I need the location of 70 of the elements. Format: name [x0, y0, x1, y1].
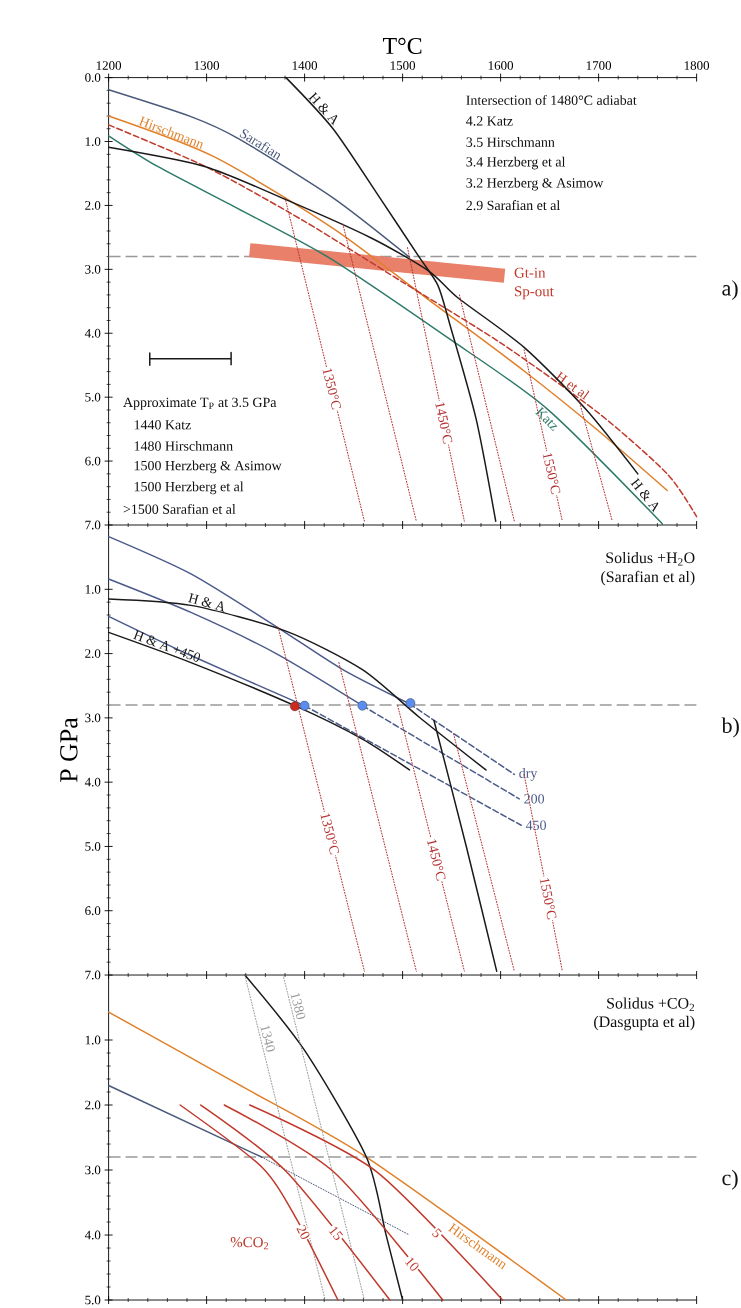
annotation: (Sarafian et al) [601, 570, 695, 586]
y-tick-label: 3.0 [85, 1165, 101, 1175]
annotation: 1500 Herzberg & Asimow [134, 460, 282, 474]
annotation: >1500 Sarafian et al [123, 503, 236, 514]
text: c) [722, 1169, 738, 1190]
y-tick-label: 5.0 [85, 392, 101, 402]
annotation: (Dasgupta et al) [594, 1015, 695, 1031]
x-tick-label: 1700 [586, 61, 612, 70]
y-tick-label: 4.0 [84, 328, 101, 338]
text: 1450°C [427, 839, 446, 881]
series-label: 450 [525, 820, 546, 830]
text: a) [722, 280, 738, 301]
annotation: %CO$_{2}$ [230, 1237, 269, 1250]
y-tick-label: 1.0 [85, 137, 101, 146]
y-tick-label: 6.0 [85, 906, 101, 916]
text: 1350°C [320, 813, 340, 855]
y-tick-label: 2.0 [85, 1100, 101, 1110]
y-tick-label: 0.0 [85, 73, 101, 83]
annotation: 1440 Katz [134, 420, 191, 430]
text: 5 [431, 1228, 442, 1238]
text: 15 [328, 1226, 344, 1240]
annotation: 2.9 Sarafian et al [466, 200, 560, 211]
text: 20 [296, 1224, 310, 1239]
annotation: Gt-in [514, 267, 546, 278]
annotation: Approximate T$_{P}$ at 3.5 GPa [123, 397, 277, 410]
y-tick-label: 6.0 [85, 456, 101, 466]
x-axis-title: T°C [382, 37, 422, 55]
text: 1450°C [435, 402, 453, 444]
text: H & A [187, 593, 225, 612]
x-tick-label: 1600 [488, 61, 514, 70]
y-tick-label: 1.0 [85, 1035, 101, 1045]
y-tick-label: 3.0 [85, 713, 101, 723]
y-tick-label: 2.0 [85, 649, 101, 658]
annotation: 4.2 Katz [466, 116, 513, 126]
annotation: 1480 Hirschmann [134, 440, 233, 451]
annotation: 3.5 Hirschmann [466, 137, 555, 147]
y-tick-label: 1.0 [85, 584, 101, 594]
text: H & A +450 [132, 629, 201, 662]
text: 1550°C [542, 452, 561, 495]
y-tick-label: 7.0 [85, 970, 101, 980]
text: 1350°C [322, 368, 341, 410]
text: H & A [630, 477, 659, 513]
series-label: 200 [524, 794, 545, 804]
text: 1340 [260, 1025, 276, 1052]
annotation: 3.2 Herzberg & Asimow [466, 177, 604, 191]
y-tick-label: 4.0 [84, 1230, 101, 1240]
x-tick-label: 1200 [96, 61, 122, 70]
x-tick-label: 1400 [292, 61, 318, 70]
y-tick-label: 5.0 [85, 1295, 101, 1305]
y-tick-label: 5.0 [85, 842, 101, 851]
text: 1550°C [539, 878, 557, 920]
annotation: Solidus +H$_{2}$O [606, 551, 695, 566]
x-tick-label: 1300 [194, 61, 220, 70]
y-tick-label: 4.0 [84, 777, 101, 787]
annotation: 1500 Herzberg et al [134, 481, 244, 495]
y-tick-label: 3.0 [85, 264, 101, 274]
annotation: 3.4 Herzberg et al [466, 156, 566, 170]
text: H & A [308, 91, 338, 126]
x-tick-label: 1500 [390, 61, 416, 70]
x-tick-label: 1800 [684, 61, 710, 70]
annotation: Solidus +CO$_{2}$ [607, 997, 695, 1012]
text: b) [721, 717, 739, 738]
annotation: Sp-out [515, 286, 554, 300]
y-tick-label: 2.0 [85, 201, 101, 210]
y-axis-title: P GPa [60, 717, 78, 783]
series-label: dry [519, 768, 538, 781]
text: 10 [404, 1257, 419, 1271]
text: 1380 [290, 992, 306, 1020]
annotation: Intersection of 1480°C adiabat [466, 94, 637, 105]
y-tick-label: 7.0 [85, 520, 101, 530]
